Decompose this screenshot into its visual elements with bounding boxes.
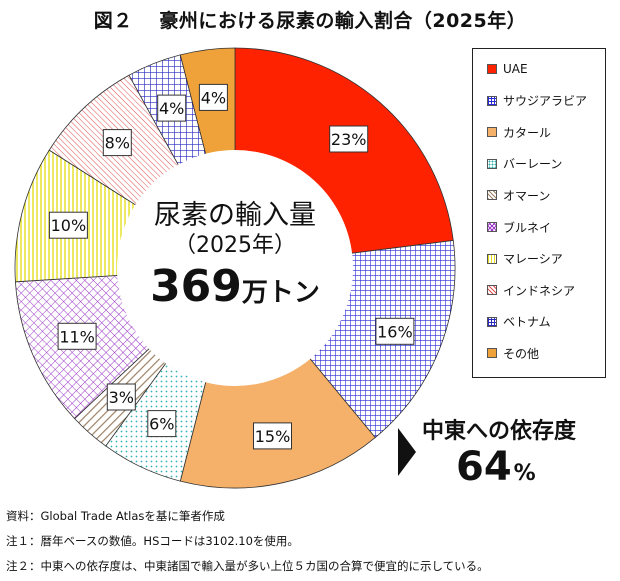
legend-swatch-3: [487, 158, 497, 169]
slice-label-box-7: [102, 129, 132, 157]
middle-east-number: 64: [456, 444, 512, 490]
slice-label-box-3: [147, 410, 177, 438]
center-label: 尿素の輸入量 （2025年） 369万トン: [120, 200, 350, 313]
legend-item-9: その他: [487, 345, 539, 361]
slice-label-text-1: 16%: [377, 322, 413, 341]
slice-label-8: 4%: [157, 94, 187, 122]
legend-swatch-7: [487, 285, 497, 296]
middle-east-unit: %: [513, 461, 536, 486]
center-unit: 万トン: [241, 278, 320, 309]
legend-swatch-0: [487, 64, 497, 74]
legend-swatch-5: [487, 222, 497, 232]
legend-swatch-9: [487, 348, 497, 359]
slice-label-box-2: [253, 422, 292, 450]
legend-swatch-2: [487, 127, 497, 138]
legend-item-2: カタール: [487, 124, 551, 140]
center-year: （2025年）: [174, 233, 296, 259]
slice-label-box-4: [106, 383, 136, 411]
note-source: 資料：Global Trade Atlasを基に筆者作成: [6, 509, 225, 523]
slice-label-box-6: [48, 211, 88, 239]
slice-label-text-9: 4%: [201, 88, 226, 107]
center-number: 369: [150, 261, 242, 313]
slice-label-box-1: [375, 317, 415, 345]
legend-swatch-6: [487, 253, 497, 264]
slice-label-box-0: [329, 125, 369, 153]
legend-swatch-1: [487, 95, 497, 106]
legend-item-1: サウジアラビア: [487, 93, 587, 109]
legend: UAE サウジアラビア カタールバーレーンオマーンブルネイマレーシアインドネシア ベト…: [472, 48, 606, 378]
slice-label-box-8: [157, 94, 187, 122]
legend-label-9: その他: [503, 346, 540, 361]
note-2: 注２：中東への依存度は、中東諸国で輸入量が多い上位５カ国の合算で便宜的に示してい…: [6, 559, 489, 573]
center-title: 尿素の輸入量: [154, 200, 316, 231]
slice-label-box-9: [198, 83, 228, 111]
legend-item-0: UAE: [487, 61, 528, 77]
slice-label-text-4: 3%: [109, 388, 134, 407]
legend-swatch-8: [487, 316, 497, 327]
legend-label-1: サウジアラビア: [503, 94, 588, 109]
legend-label-7: インドネシア: [503, 283, 576, 298]
legend-label-0: UAE: [503, 62, 528, 76]
legend-label-6: マレーシア: [503, 252, 563, 267]
legend-item-7: インドネシア: [487, 282, 575, 298]
center-value: 369万トン: [120, 262, 350, 313]
legend-label-5: ブルネイ: [503, 220, 552, 235]
slice-label-text-7: 8%: [105, 134, 130, 153]
slice-label-text-5: 11%: [59, 327, 95, 346]
middle-east-label: 中東への依存度: [422, 419, 577, 444]
note-1: 注１：暦年ベースの数値。HSコードは3102.10を使用。: [6, 534, 299, 548]
slice-label-9: 4%: [198, 83, 228, 111]
middle-east-value: 64%: [456, 444, 536, 490]
legend-label-2: カタール: [503, 125, 552, 140]
slice-label-text-0: 23%: [331, 130, 367, 149]
legend-item-6: マレーシア: [487, 251, 563, 267]
slice-label-7: 8%: [102, 129, 132, 157]
slice-label-0: 23%: [329, 125, 369, 153]
legend-item-4: オマーン: [487, 187, 550, 203]
slice-label-text-6: 10%: [51, 216, 87, 235]
slice-label-text-2: 15%: [255, 427, 291, 446]
slice-label-5: 11%: [57, 322, 97, 350]
legend-swatch-4: [487, 190, 497, 201]
legend-item-3: バーレーン: [487, 156, 562, 172]
slice-label-1: 16%: [375, 317, 415, 345]
legend-item-8: ベトナム: [487, 314, 551, 330]
slice-label-2: 15%: [253, 422, 292, 450]
legend-label-8: ベトナム: [503, 315, 551, 330]
slice-label-3: 6%: [147, 410, 177, 438]
slice-label-text-3: 6%: [149, 415, 174, 434]
chart-title: 図２ 豪州における尿素の輸入割合（2025年）: [93, 10, 527, 32]
donut-hole: [117, 150, 353, 386]
arrow-marker-icon: [398, 428, 416, 476]
slice-label-box-5: [57, 322, 97, 350]
legend-label-4: オマーン: [503, 188, 551, 203]
legend-label-3: バーレーン: [503, 157, 563, 172]
legend-item-5: ブルネイ: [487, 219, 551, 235]
slice-label-text-8: 4%: [159, 99, 184, 118]
slice-label-6: 10%: [48, 211, 88, 239]
slice-label-4: 3%: [106, 383, 136, 411]
